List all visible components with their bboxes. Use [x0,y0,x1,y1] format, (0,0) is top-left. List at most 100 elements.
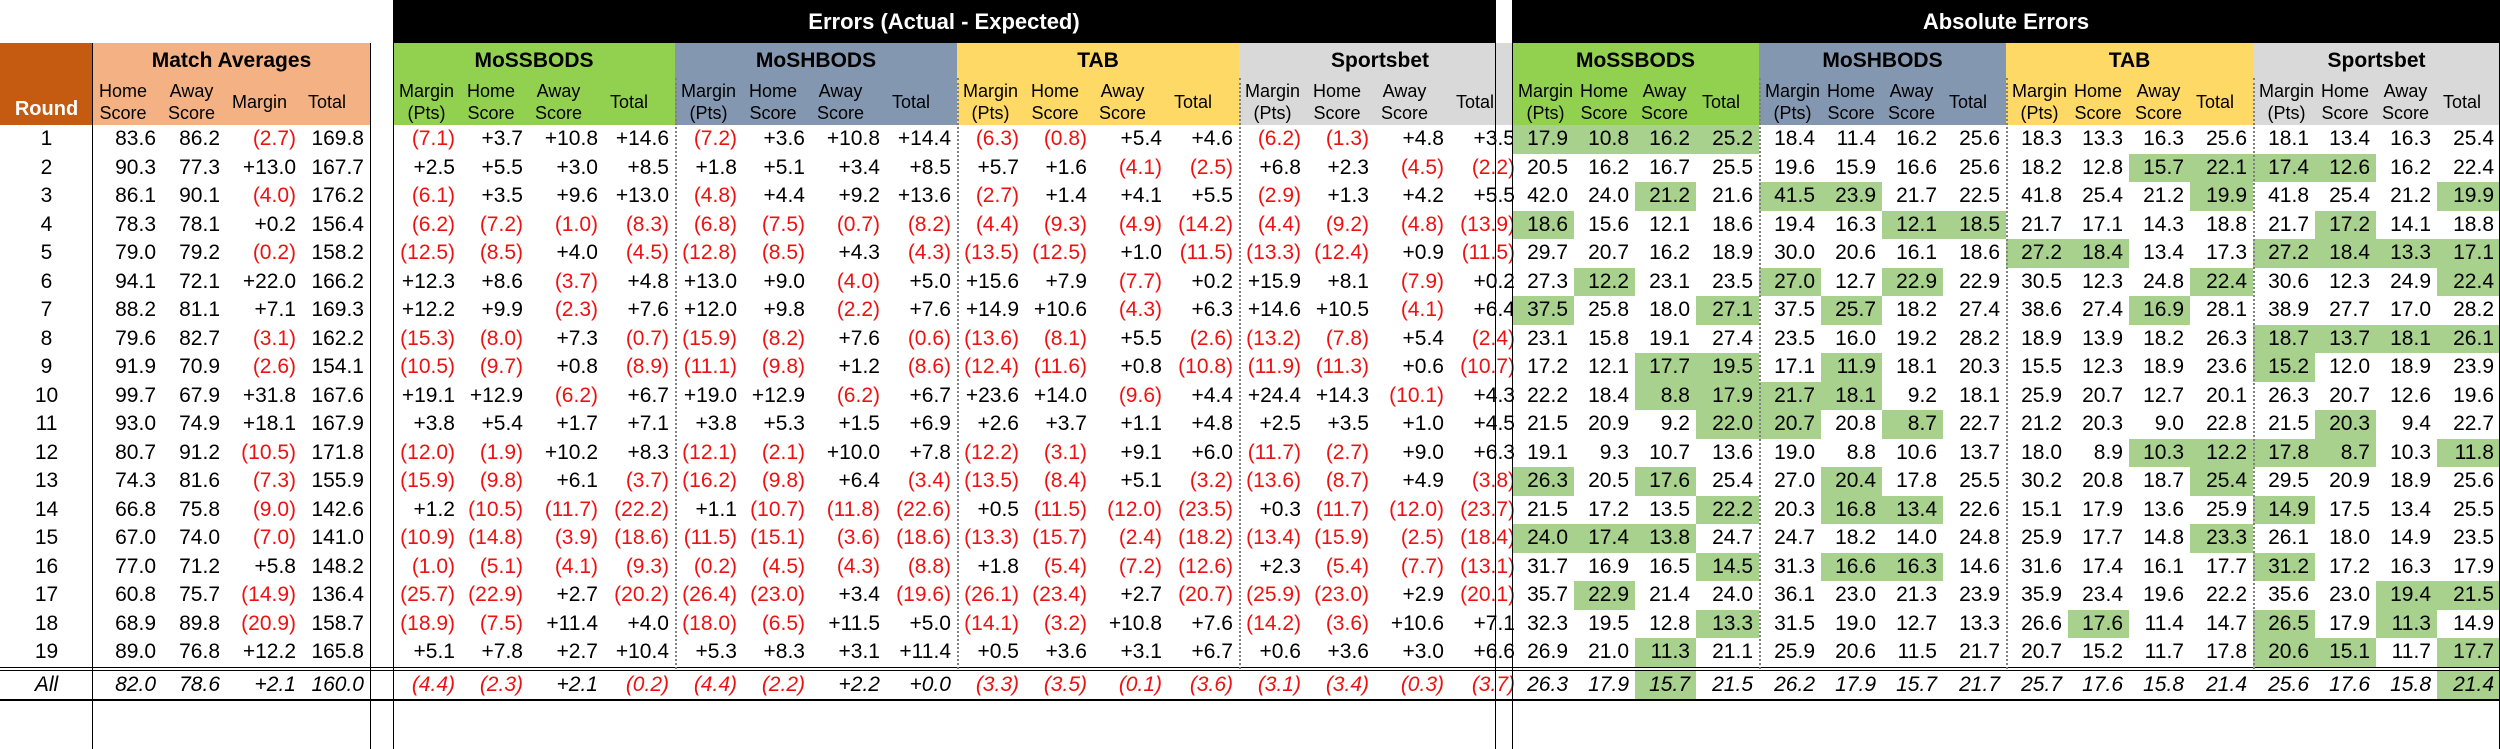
absolute-error-value: 24.0 [1512,524,1574,553]
error-value: +8.6 [481,269,523,293]
match-averages-subheader: Away Score [162,78,226,125]
absolute-error-value: 13.6 [2143,497,2184,521]
absolute-error-value: 15.2 [2253,353,2315,382]
average-value: 99.7 [115,383,156,407]
absolute-error-value: 14.1 [2390,212,2431,236]
absolute-error-value: 20.5 [1588,469,1629,493]
average-value: 81.6 [179,469,220,493]
error-value: +7.6 [909,298,951,322]
error-value: (13.2) [1246,326,1301,350]
error-value: (0.1) [1118,672,1162,696]
error-value: +2.7 [556,640,598,664]
error-value: (15.1) [750,526,805,550]
error-value: (23.0) [1314,583,1369,607]
error-value: +8.5 [627,155,669,179]
error-value: (8.0) [479,326,523,350]
error-value: +11.5 [828,611,880,635]
error-value: +12.9 [751,383,805,407]
error-value: +7.9 [1045,269,1087,293]
average-value: 74.0 [179,526,220,550]
absolute-error-value: 16.9 [2129,296,2190,325]
error-value: (4.5) [761,554,805,578]
error-value: +7.6 [1191,611,1233,635]
error-value: +5.5 [481,155,523,179]
absolute-error-value: 16.2 [1896,127,1937,151]
absolute-error-value: 20.9 [2329,469,2370,493]
absolute-error-value: 18.8 [2453,212,2494,236]
error-value: +0.5 [977,497,1019,521]
absolute-error-value: 26.1 [2268,526,2309,550]
absolute-error-value: 21.5 [2437,581,2500,610]
dotted-separator [957,78,959,669]
error-value: +6.4 [838,469,880,493]
absolute-error-value: 15.6 [1588,212,1629,236]
error-value: (25.7) [400,583,455,607]
absolute-error-value: 17.1 [1774,355,1815,379]
error-value: +0.2 [1450,268,1521,297]
round-label: 12 [34,440,59,464]
average-value: 75.7 [179,583,220,607]
error-value: (13.6) [964,326,1019,350]
absolute-error-value: 13.9 [2082,326,2123,350]
round-label: 1 [40,127,53,151]
absolute-error-value: 19.9 [2190,182,2253,211]
error-value: +14.6 [615,127,669,151]
error-value: (8.3) [625,212,669,236]
error-value: (19.6) [896,583,951,607]
absolute-error-value: 21.3 [1896,583,1937,607]
absolute-error-value: 18.0 [1649,298,1690,322]
average-value: 93.0 [115,412,156,436]
absolute-errors-subheader: Total [2190,78,2253,125]
average-value: 67.9 [179,383,220,407]
average-value: 142.6 [311,497,364,521]
absolute-error-value: 19.5 [1588,611,1629,635]
round-label: 2 [40,155,53,179]
error-value: (3.7) [625,469,669,493]
absolute-error-value: 38.6 [2021,298,2062,322]
absolute-error-value: 28.1 [2206,298,2247,322]
absolute-error-value: 12.8 [2082,155,2123,179]
error-value: (14.2) [1178,212,1233,236]
error-value: (14.8) [468,526,523,550]
absolute-error-value: 22.7 [1959,412,2000,436]
average-value: (2.7) [252,127,296,151]
absolute-error-value: 19.0 [1774,440,1815,464]
error-value: (11.3) [1315,355,1369,379]
absolute-error-value: 10.6 [1896,440,1937,464]
absolute-error-value: 18.4 [1774,127,1815,151]
error-value: (5.4) [1043,554,1087,578]
absolute-error-value: 20.6 [1835,241,1876,265]
error-value: +14.6 [1247,298,1301,322]
absolute-error-value: 20.6 [2253,638,2315,667]
error-value: (10.7) [1460,355,1515,379]
error-value: +0.2 [1191,269,1233,293]
error-value: (2.4) [1471,326,1515,350]
error-value: +24.4 [1247,383,1301,407]
errors-subheader: Home Score [461,78,529,125]
absolute-error-value: 18.1 [2376,324,2437,353]
average-value: 79.2 [179,241,220,265]
absolute-error-value: 19.6 [2453,383,2494,407]
match-averages-subheader: Home Score [93,78,162,125]
absolute-error-value: 18.0 [2021,440,2062,464]
absolute-error-value: 15.8 [1588,326,1629,350]
absolute-error-value: 17.9 [1696,381,1759,410]
error-value: (4.0) [836,269,880,293]
absolute-error-value: 18.1 [2268,127,2309,151]
absolute-error-value: 18.9 [1712,241,1753,265]
error-value: +5.3 [763,412,805,436]
absolute-error-value: 15.7 [2129,153,2190,182]
absolute-errors-subheader: Total [2437,78,2500,125]
errors-subheader: Home Score [1307,78,1375,125]
absolute-error-value: 17.4 [2253,153,2315,182]
absolute-errors-subheader: Home Score [2068,78,2129,125]
absolute-error-value: 16.2 [1588,155,1629,179]
absolute-error-value: 31.6 [2021,554,2062,578]
absolute-error-value: 16.3 [1882,552,1943,581]
average-value: 160.0 [311,672,364,696]
round-label: 14 [34,497,59,521]
absolute-error-value: 21.2 [2390,184,2431,208]
error-value: +7.1 [1450,610,1521,639]
round-label: 15 [34,526,59,550]
errors-subheader: Away Score [1375,78,1450,125]
